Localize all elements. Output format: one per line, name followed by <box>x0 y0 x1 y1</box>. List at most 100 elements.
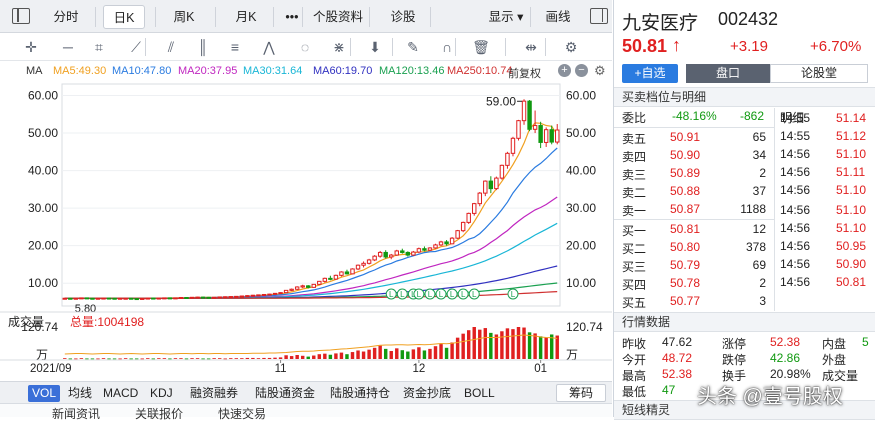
tick-row: 14:55 51.14 <box>614 110 875 128</box>
indicator-tab-5[interactable]: 陆股通资金 <box>255 386 316 400</box>
tab-8[interactable]: 画线 <box>545 10 571 24</box>
volume-bar <box>505 328 510 359</box>
candle-body <box>361 262 366 266</box>
news-tab-bar: 新闻资讯 关联报价 快速交易 <box>0 403 612 421</box>
tab-news[interactable]: 新闻资讯 <box>52 407 101 421</box>
candle-body <box>350 268 355 275</box>
tab-4[interactable]: ••• <box>285 10 299 24</box>
settings-icon[interactable]: ⚙ <box>564 39 578 55</box>
candle-body <box>178 296 184 299</box>
candle-body <box>555 129 560 143</box>
event-marker[interactable]: L <box>396 288 408 300</box>
indicator-tab-2[interactable]: MACD <box>103 386 139 400</box>
indicator-tab-3[interactable]: KDJ <box>150 386 173 400</box>
tab-5[interactable]: 个股资料 <box>312 10 363 24</box>
tab-related[interactable]: 关联报价 <box>135 407 184 421</box>
add-watchlist-button[interactable]: +自选 <box>622 64 678 83</box>
event-marker[interactable]: L <box>424 288 436 300</box>
expand-sidebar-icon[interactable] <box>12 8 30 24</box>
tab-trade[interactable]: 快速交易 <box>218 407 267 421</box>
event-marker[interactable]: L <box>507 288 519 300</box>
ray-icon[interactable]: ⟋ <box>131 39 141 55</box>
tab-pankou[interactable]: 盘口 <box>686 64 770 83</box>
parallel-icon[interactable]: ║ <box>198 39 208 55</box>
event-marker[interactable]: L <box>457 288 469 300</box>
candle-body <box>483 180 488 194</box>
candle <box>311 283 316 288</box>
tab-6[interactable]: 诊股 <box>390 10 416 24</box>
event-marker[interactable]: L <box>435 288 447 300</box>
volume-bar <box>262 357 266 359</box>
candle-body <box>151 297 156 300</box>
quote-value: 20.98% <box>770 367 811 381</box>
tab-1[interactable]: 日K <box>103 5 145 29</box>
candle-body <box>460 221 466 232</box>
candle-body <box>389 254 394 258</box>
volume-bar <box>395 348 399 359</box>
volume-bar <box>478 329 482 359</box>
zoom-in-icon[interactable]: + <box>558 64 571 77</box>
tick-price: 50.90 <box>836 257 867 271</box>
x-tick-label: 12 <box>413 363 426 375</box>
volume-bar <box>466 330 471 359</box>
candle <box>289 288 294 292</box>
candlestick-chart[interactable]: 60.00 60.00 50.00 50.00 40.00 40.00 30.00 30.00… <box>0 82 612 381</box>
adjust-mode[interactable]: 前复权 <box>508 68 541 80</box>
tab-lungutang[interactable]: 论股堂 <box>770 64 868 83</box>
volume-bar <box>90 358 95 360</box>
zoom-out-icon[interactable]: − <box>575 64 588 77</box>
trash-icon[interactable]: 🗑 <box>472 39 490 55</box>
chips-button[interactable]: 筹码 <box>556 384 606 402</box>
candle-body <box>128 297 134 300</box>
event-marker[interactable]: L <box>385 288 397 300</box>
candle-body <box>333 274 339 280</box>
cycle-icon[interactable]: ◌ <box>300 39 310 55</box>
candle <box>377 250 383 258</box>
candle-body <box>145 297 150 300</box>
candle <box>117 297 123 300</box>
indicator-tab-4[interactable]: 融资融券 <box>190 386 239 400</box>
event-marker[interactable]: L <box>446 288 458 300</box>
arrow-down-icon[interactable]: ⬇ <box>369 39 381 55</box>
candle-body <box>195 296 200 299</box>
split-icon[interactable]: ⇹ <box>525 39 537 55</box>
level-volume: 37 <box>752 184 766 198</box>
level-name: 卖五 <box>622 132 647 146</box>
candle <box>344 269 350 275</box>
line-icon[interactable]: ─ <box>63 39 73 55</box>
indicator-tab-8[interactable]: BOLL <box>464 386 495 400</box>
volume-bar <box>96 358 100 360</box>
tab-2[interactable]: 周K <box>173 10 195 24</box>
indicator-tab-6[interactable]: 陆股通持仓 <box>330 386 391 400</box>
indicator-tab-1[interactable]: 均线 <box>68 386 93 400</box>
gann-icon[interactable]: ⋇ <box>333 39 345 55</box>
settings-icon[interactable]: ⚙ <box>594 63 606 78</box>
candle <box>416 247 422 254</box>
candle-body <box>383 251 388 258</box>
indicator-tab-7[interactable]: 资金抄底 <box>403 386 452 400</box>
magnet-icon[interactable]: ∩ <box>441 39 453 55</box>
event-marker[interactable]: L <box>468 288 480 300</box>
tab-7[interactable]: 显示 ▾ <box>488 10 524 24</box>
candle <box>383 250 388 259</box>
event-marker[interactable]: L <box>413 288 425 300</box>
rectangle-icon[interactable]: ⌗ <box>95 39 103 55</box>
candle-body <box>184 296 189 299</box>
tab-0[interactable]: 分时 <box>53 10 79 24</box>
indicator-tab-0[interactable]: VOL <box>28 385 61 402</box>
candle <box>366 258 372 265</box>
channel-icon[interactable]: ⫽ <box>167 39 175 55</box>
crosshair-icon[interactable]: ✛ <box>25 39 37 55</box>
sidebar-toggle-icon[interactable] <box>590 8 608 24</box>
candle-body <box>84 297 90 300</box>
candle <box>101 297 106 300</box>
fibonacci-icon[interactable]: ≡ <box>230 39 240 55</box>
wave-icon[interactable]: ⋀ <box>263 39 275 55</box>
level-volume: 3 <box>759 294 766 308</box>
event-marker-label: L <box>439 290 444 299</box>
candle-body <box>211 296 217 299</box>
candle-body <box>466 212 471 223</box>
candle-body <box>400 250 405 253</box>
eraser-icon[interactable]: ✎ <box>407 39 419 55</box>
tab-3[interactable]: 月K <box>235 10 257 24</box>
